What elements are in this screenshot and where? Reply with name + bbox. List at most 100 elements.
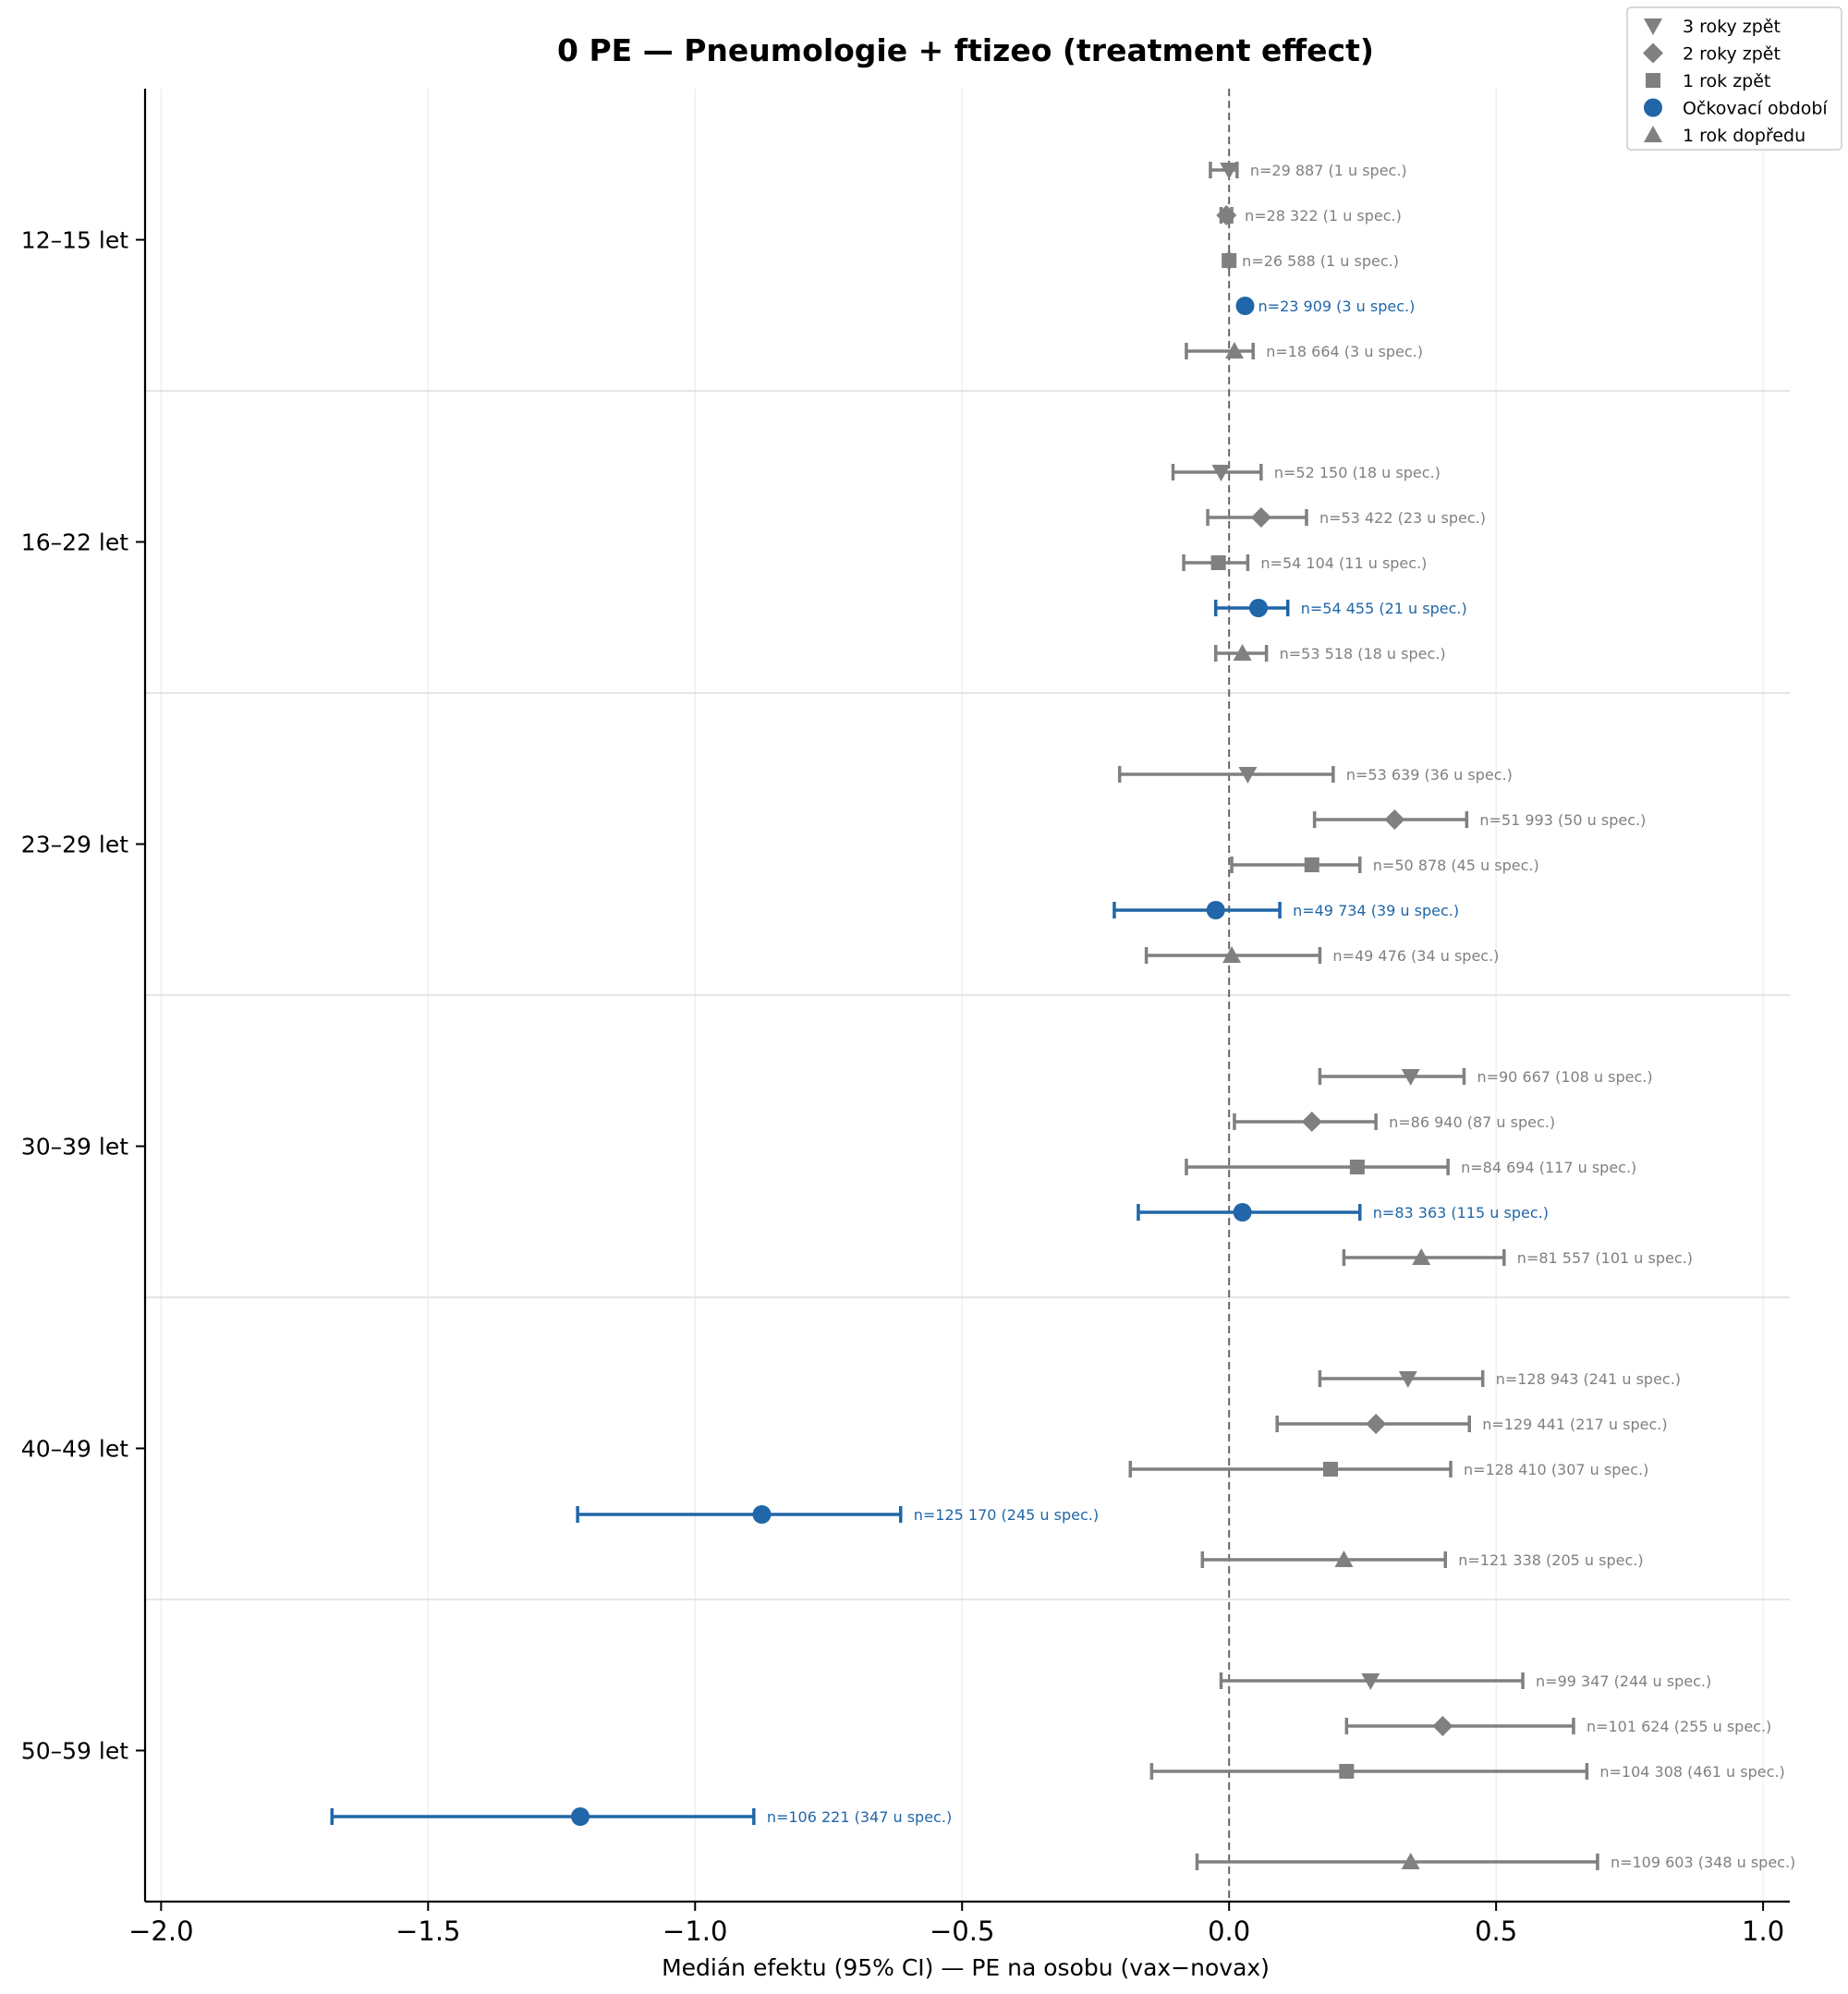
median-marker [1349, 1160, 1365, 1174]
median-marker [1250, 507, 1271, 528]
forest-row: n=54 104 (11 u spec.) [1182, 554, 1427, 572]
median-marker [752, 1505, 772, 1524]
row-annotation: n=49 476 (34 u spec.) [1332, 947, 1499, 965]
x-axis-label: Medián efektu (95% CI) — PE na osobu (va… [662, 1954, 1270, 1981]
x-tick-label: −1.0 [663, 1915, 727, 1947]
row-annotation: n=51 993 (50 u spec.) [1479, 811, 1646, 829]
row-annotation: n=18 664 (3 u spec.) [1266, 343, 1423, 360]
median-marker [1401, 1069, 1420, 1086]
median-marker [1304, 857, 1319, 872]
forest-row: n=101 624 (255 u spec.) [1344, 1716, 1771, 1736]
forest-row: n=49 734 (39 u spec.) [1112, 901, 1459, 919]
median-marker [1248, 599, 1268, 617]
median-marker [1235, 297, 1255, 315]
row-annotation: n=83 363 (115 u spec.) [1373, 1204, 1549, 1222]
legend-label: 2 roky zpět [1683, 44, 1781, 65]
y-tick-label: 16–22 let [21, 529, 128, 556]
forest-row: n=129 441 (217 u spec.) [1275, 1414, 1668, 1434]
y-tick-label: 30–39 let [21, 1134, 128, 1161]
legend-marker [1644, 18, 1662, 35]
forest-row: n=83 363 (115 u spec.) [1137, 1203, 1549, 1222]
x-tick-label: −1.5 [395, 1915, 460, 1947]
legend-entry: 1 rok dopředu [1644, 126, 1805, 146]
x-tick-label: −0.5 [930, 1915, 994, 1947]
median-marker [1366, 1414, 1387, 1434]
legend-entry: 1 rok zpět [1646, 71, 1770, 91]
median-marker [1432, 1716, 1453, 1736]
forest-row: n=90 667 (108 u spec.) [1318, 1068, 1653, 1086]
legend-label: 1 rok zpět [1683, 71, 1770, 91]
group-separators [145, 390, 1790, 1600]
forest-row: n=128 410 (307 u spec.) [1128, 1461, 1648, 1478]
forest-row: n=53 518 (18 u spec.) [1213, 644, 1446, 663]
forest-row: n=128 943 (241 u spec.) [1318, 1370, 1681, 1388]
y-tick-label: 40–49 let [21, 1436, 128, 1463]
legend-label: 1 rok dopředu [1683, 126, 1805, 146]
median-marker [1412, 1248, 1431, 1265]
forest-row: n=28 322 (1 u spec.) [1216, 205, 1402, 225]
x-tick-label: 0.0 [1208, 1915, 1250, 1947]
row-annotation: n=90 667 (108 u spec.) [1477, 1068, 1652, 1086]
row-annotation: n=28 322 (1 u spec.) [1245, 207, 1402, 225]
median-marker [1222, 946, 1242, 963]
legend-label: 3 roky zpět [1683, 17, 1781, 37]
data-marks: n=29 887 (1 u spec.) n=28 322 (1 u spec.)… [330, 162, 1795, 1871]
row-annotation: n=109 603 (348 u spec.) [1611, 1854, 1795, 1871]
median-marker [1384, 809, 1405, 830]
row-annotation: n=129 441 (217 u spec.) [1482, 1416, 1667, 1433]
forest-row: n=99 347 (244 u spec.) [1219, 1672, 1711, 1690]
y-tick-labels: 12–15 let 16–22 let 23–29 let 30–39 let 40–4… [21, 227, 128, 1765]
row-annotation: n=128 410 (307 u spec.) [1464, 1461, 1648, 1478]
median-marker [1216, 205, 1237, 225]
forest-row: n=104 308 (461 u spec.) [1149, 1763, 1785, 1781]
forest-row: n=29 887 (1 u spec.) [1209, 162, 1407, 179]
legend-entry: 3 roky zpět [1644, 17, 1781, 37]
median-marker [1301, 1112, 1322, 1132]
forest-row: n=53 639 (36 u spec.) [1117, 766, 1513, 784]
legend-marker [1643, 43, 1663, 64]
legend-entry: Očkovací období [1644, 98, 1828, 119]
legend-marker [1644, 98, 1662, 117]
row-annotation: n=53 422 (23 u spec.) [1319, 509, 1486, 527]
median-marker [1398, 1371, 1417, 1388]
row-annotation: n=81 557 (101 u spec.) [1517, 1249, 1693, 1267]
x-tick-label: 0.5 [1475, 1915, 1517, 1947]
median-marker [1361, 1673, 1380, 1690]
median-marker [1211, 465, 1231, 481]
row-annotation: n=101 624 (255 u spec.) [1587, 1718, 1771, 1735]
row-annotation: n=52 150 (18 u spec.) [1274, 464, 1441, 481]
row-annotation: n=26 588 (1 u spec.) [1242, 252, 1399, 270]
y-tick-label: 12–15 let [21, 227, 128, 254]
forest-row: n=86 940 (87 u spec.) [1233, 1112, 1555, 1132]
forest-row: n=50 878 (45 u spec.) [1230, 857, 1539, 874]
median-marker [1334, 1550, 1354, 1567]
median-marker [1224, 342, 1244, 359]
legend-entry: 2 roky zpět [1643, 43, 1781, 65]
row-annotation: n=121 338 (205 u spec.) [1458, 1551, 1643, 1569]
x-tick-label: −2.0 [128, 1915, 193, 1947]
row-annotation: n=49 734 (39 u spec.) [1293, 902, 1459, 919]
median-marker [1210, 555, 1226, 570]
legend-marker [1646, 73, 1660, 88]
forest-row: n=109 603 (348 u spec.) [1195, 1853, 1795, 1871]
row-annotation: n=86 940 (87 u spec.) [1389, 1113, 1555, 1131]
x-tick-label: 1.0 [1742, 1915, 1784, 1947]
forest-row: n=106 221 (347 u spec.) [330, 1807, 952, 1826]
forest-row: n=23 909 (3 u spec.) [1235, 297, 1416, 315]
median-marker [1401, 1853, 1420, 1869]
median-marker [1233, 1203, 1252, 1222]
x-tick-labels: −2.0 −1.5 −1.0 −0.5 0.0 0.5 1.0 [128, 1915, 1784, 1947]
row-annotation: n=23 909 (3 u spec.) [1258, 298, 1416, 315]
row-annotation: n=53 518 (18 u spec.) [1280, 645, 1446, 663]
forest-row: n=52 150 (18 u spec.) [1171, 464, 1441, 481]
row-annotation: n=104 308 (461 u spec.) [1599, 1763, 1784, 1781]
median-marker [1220, 163, 1239, 179]
legend: 3 roky zpět 2 roky zpět 1 rok zpět Očkovací… [1626, 6, 1842, 151]
row-annotation: n=54 104 (11 u spec.) [1260, 554, 1427, 572]
median-marker [1233, 644, 1252, 661]
median-marker [1339, 1764, 1355, 1779]
row-annotation: n=53 639 (36 u spec.) [1346, 766, 1513, 784]
row-annotation: n=128 943 (241 u spec.) [1496, 1370, 1681, 1388]
